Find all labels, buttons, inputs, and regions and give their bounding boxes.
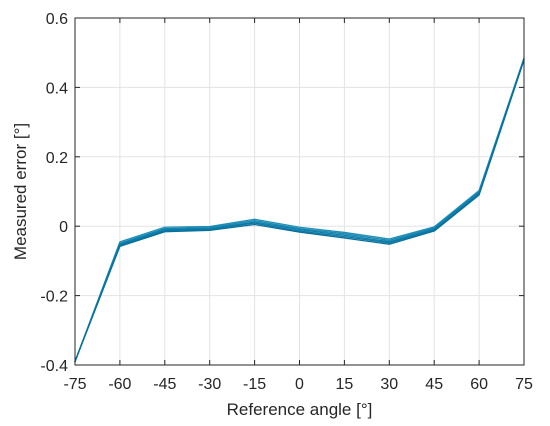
x-tick-label: -60 [108,376,131,393]
x-tick-label: -45 [153,376,176,393]
series-line-1 [74,57,525,363]
x-tick-label: 15 [336,376,354,393]
x-tick-label: 60 [470,376,488,393]
x-tick-label: 0 [295,376,304,393]
x-tick-label: 30 [380,376,398,393]
y-tick-label: -0.4 [40,358,68,375]
x-tick-label: -30 [198,376,221,393]
x-tick-label: -75 [63,376,86,393]
y-axis-label: Measured error [°] [11,123,30,260]
x-tick-labels: -75 -60 -45 -30 -15 0 15 30 45 60 75 [63,376,533,393]
y-tick-label: -0.2 [40,289,68,306]
series-line-3 [74,58,525,363]
x-tick-label: -15 [243,376,266,393]
y-tick-label: 0.6 [46,11,68,28]
x-tick-label: 45 [425,376,443,393]
series-line-4 [74,58,525,363]
y-tick-label: 0 [59,219,68,236]
y-tick-label: 0.2 [46,150,68,167]
series-layer [74,57,525,363]
grid [74,17,525,366]
x-axis-label: Reference angle [°] [227,400,373,419]
x-tick-label: 75 [515,376,533,393]
y-tick-label: 0.4 [46,80,68,97]
series-line-5 [74,59,525,363]
tick-marks [74,17,525,366]
series-line-2 [74,57,525,363]
y-tick-labels: -0.4 -0.2 0 0.2 0.4 0.6 [40,11,68,375]
